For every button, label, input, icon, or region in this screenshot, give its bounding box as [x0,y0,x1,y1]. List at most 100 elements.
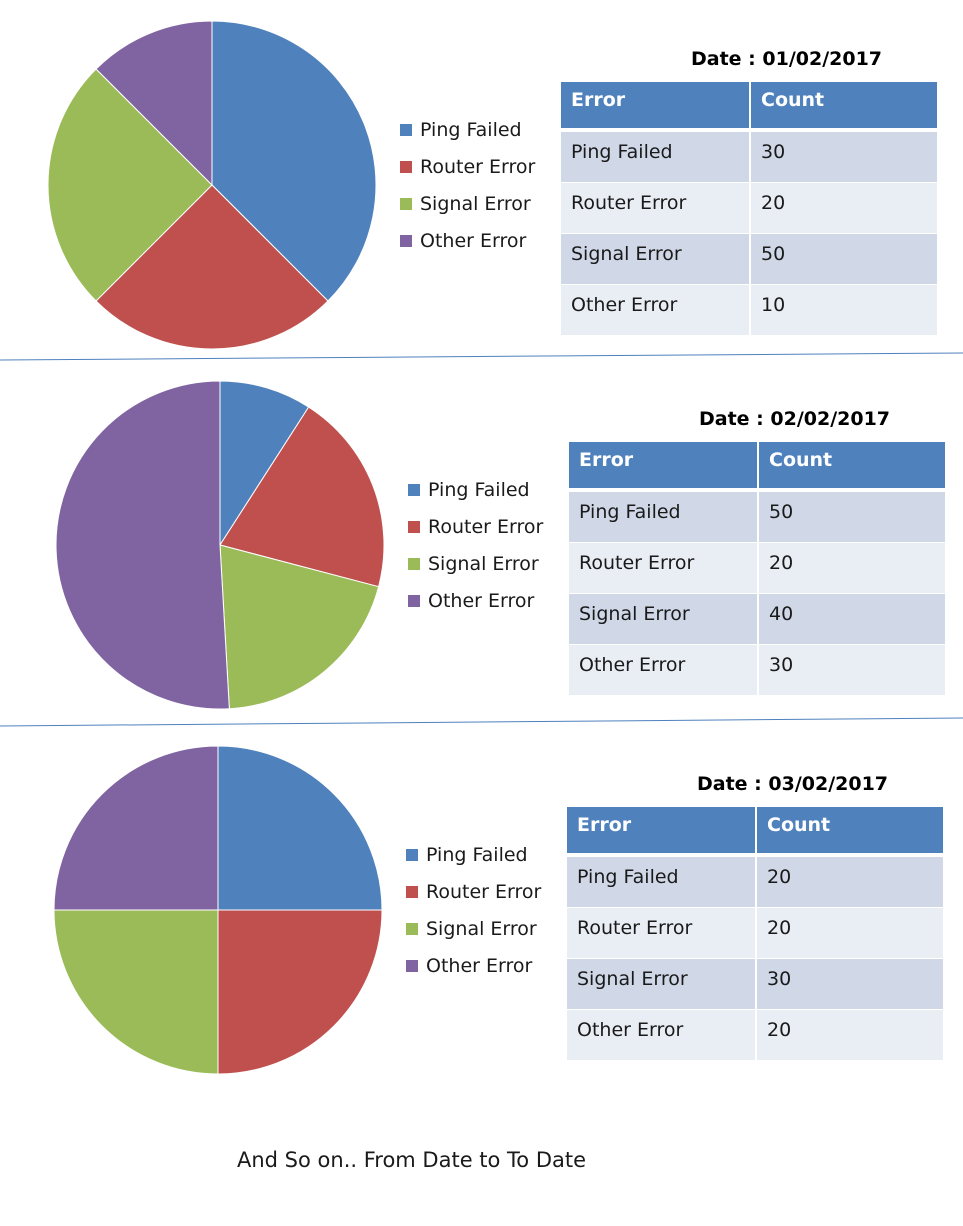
error-cell: Signal Error [569,593,757,644]
count-cell: 50 [757,491,945,542]
legend-label: Router Error [428,516,544,538]
legend-label: Ping Failed [426,844,528,866]
count-cell: 30 [757,644,945,695]
divider-2 [0,717,963,727]
legend-label: Other Error [420,230,527,252]
table-row: Other Error 30 [569,644,945,695]
pie-chart-1 [47,20,377,350]
footer-note: And So on.. From Date to To Date [237,1148,587,1172]
legend-label: Ping Failed [428,479,530,501]
table-row: Signal Error 50 [561,233,937,284]
error-cell: Ping Failed [569,491,757,542]
legend-item-signal-error: Signal Error [400,193,531,215]
legend-swatch [400,198,412,210]
legend-swatch [406,960,418,972]
legend-swatch [400,124,412,136]
table-row: Ping Failed 50 [569,491,945,542]
legend-swatch [408,521,420,533]
error-cell: Other Error [561,284,749,335]
legend-label: Signal Error [420,193,531,215]
pie-slice-router-error [219,406,385,588]
error-cell: Router Error [561,182,749,233]
pie-slice-other-error [95,20,213,187]
error-cell: Signal Error [567,958,755,1009]
date-title-2: Date : 02/02/2017 [699,408,891,430]
legend-label: Router Error [426,881,542,903]
legend-swatch [400,235,412,247]
legend-swatch [406,849,418,861]
legend-swatch [406,923,418,935]
error-cell: Router Error [567,907,755,958]
legend-label: Signal Error [428,553,539,575]
legend-item-signal-error: Signal Error [408,553,539,575]
pie-chart-3 [53,745,383,1075]
header-error: Error [567,807,755,856]
legend-item-router-error: Router Error [408,516,544,538]
divider-1 [0,352,963,361]
error-cell: Ping Failed [561,131,749,182]
header-error: Error [561,82,749,131]
error-cell: Router Error [569,542,757,593]
date-title-3: Date : 03/02/2017 [697,773,889,795]
legend-item-ping-failed: Ping Failed [400,119,522,141]
table-row: Other Error 10 [561,284,937,335]
pie-slice-signal-error [219,544,380,710]
pie-slice-ping-failed [217,745,383,911]
count-cell: 20 [755,907,943,958]
header-count: Count [757,442,945,491]
count-cell: 30 [755,958,943,1009]
table-row: Other Error 20 [567,1009,943,1060]
pie-slice-router-error [217,909,383,1075]
date-panel-2: Ping Failed Router Error Signal Error Other… [0,360,963,722]
legend-label: Signal Error [426,918,537,940]
legend-label: Other Error [426,955,533,977]
legend-label: Ping Failed [420,119,522,141]
table-row: Ping Failed 20 [567,856,943,907]
header-count: Count [749,82,937,131]
error-table-1: Error Count Ping Failed 30 Router Error 20 S… [561,82,937,335]
count-cell: 30 [749,131,937,182]
error-cell: Signal Error [561,233,749,284]
pie-slice-other-error [55,380,230,710]
legend-swatch [408,558,420,570]
legend-item-other-error: Other Error [408,590,535,612]
error-cell: Other Error [569,644,757,695]
pie-slice-ping-failed [211,20,377,302]
error-cell: Other Error [567,1009,755,1060]
legend-label: Other Error [428,590,535,612]
pie-chart-2 [55,380,385,710]
table-row: Signal Error 40 [569,593,945,644]
pie-slice-router-error [95,184,329,350]
count-cell: 20 [749,182,937,233]
legend-item-router-error: Router Error [406,881,542,903]
error-table-3: Error Count Ping Failed 20 Router Error 20 S… [567,807,943,1060]
header-error: Error [569,442,757,491]
legend-swatch [408,595,420,607]
legend-swatch [406,886,418,898]
date-title-1: Date : 01/02/2017 [691,48,883,70]
count-cell: 10 [749,284,937,335]
count-cell: 20 [755,1009,943,1060]
legend-item-ping-failed: Ping Failed [406,844,528,866]
count-cell: 20 [757,542,945,593]
count-cell: 40 [757,593,945,644]
table-row: Router Error 20 [567,907,943,958]
header-count: Count [755,807,943,856]
count-cell: 20 [755,856,943,907]
pie-slice-ping-failed [219,380,310,547]
table-row: Ping Failed 30 [561,131,937,182]
error-cell: Ping Failed [567,856,755,907]
legend-item-other-error: Other Error [406,955,533,977]
legend-label: Router Error [420,156,536,178]
legend-item-other-error: Other Error [400,230,527,252]
pie-slice-other-error [53,745,219,911]
pie-slice-signal-error [53,909,219,1075]
table-row: Signal Error 30 [567,958,943,1009]
legend-swatch [408,484,420,496]
legend-swatch [400,161,412,173]
legend-item-router-error: Router Error [400,156,536,178]
table-row: Router Error 20 [569,542,945,593]
count-cell: 50 [749,233,937,284]
legend-item-ping-failed: Ping Failed [408,479,530,501]
table-row: Router Error 20 [561,182,937,233]
